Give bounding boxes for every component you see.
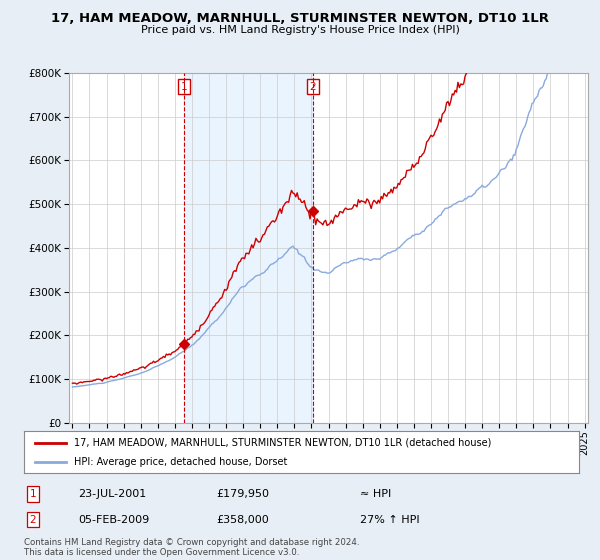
Text: £179,950: £179,950	[216, 489, 269, 499]
Text: 2: 2	[310, 82, 316, 92]
Text: 17, HAM MEADOW, MARNHULL, STURMINSTER NEWTON, DT10 1LR: 17, HAM MEADOW, MARNHULL, STURMINSTER NE…	[51, 12, 549, 25]
Text: 27% ↑ HPI: 27% ↑ HPI	[360, 515, 419, 525]
Text: 2: 2	[29, 515, 37, 525]
Text: 23-JUL-2001: 23-JUL-2001	[78, 489, 146, 499]
Text: Price paid vs. HM Land Registry's House Price Index (HPI): Price paid vs. HM Land Registry's House …	[140, 25, 460, 35]
Text: 05-FEB-2009: 05-FEB-2009	[78, 515, 149, 525]
Text: Contains HM Land Registry data © Crown copyright and database right 2024.
This d: Contains HM Land Registry data © Crown c…	[24, 538, 359, 557]
Text: 1: 1	[29, 489, 37, 499]
Text: HPI: Average price, detached house, Dorset: HPI: Average price, detached house, Dors…	[74, 457, 287, 467]
Text: £358,000: £358,000	[216, 515, 269, 525]
Text: 1: 1	[181, 82, 188, 92]
Bar	[184, 73, 313, 423]
Text: ≈ HPI: ≈ HPI	[360, 489, 391, 499]
Text: 17, HAM MEADOW, MARNHULL, STURMINSTER NEWTON, DT10 1LR (detached house): 17, HAM MEADOW, MARNHULL, STURMINSTER NE…	[74, 437, 491, 447]
